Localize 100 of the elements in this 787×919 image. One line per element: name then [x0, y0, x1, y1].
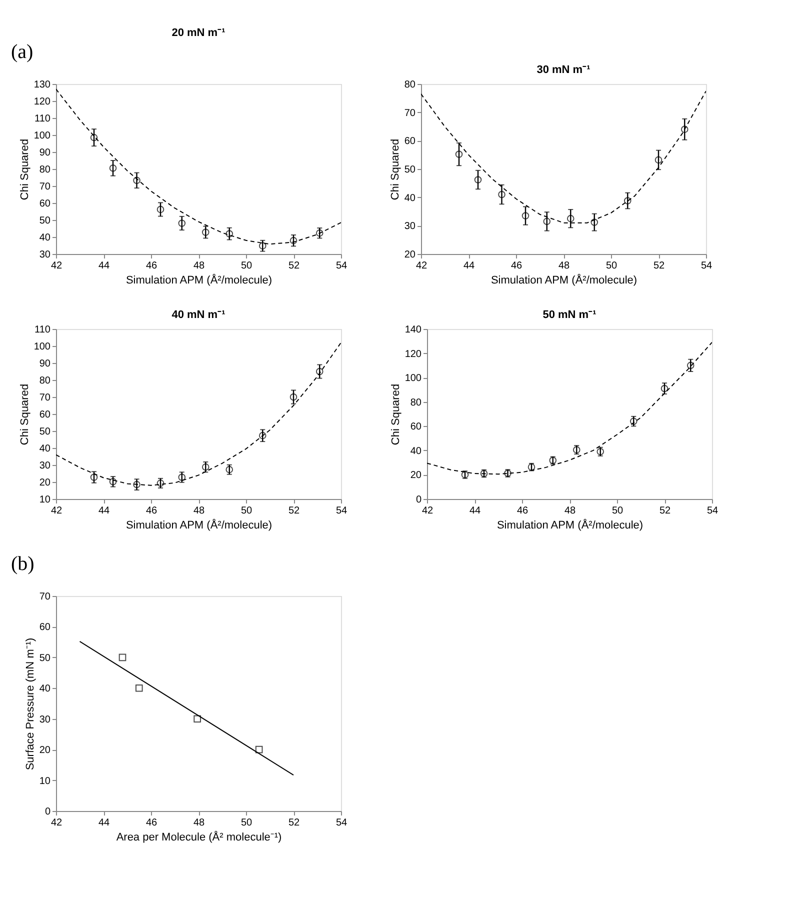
point	[660, 384, 668, 392]
chart-title: 20 mN m⁻¹	[172, 27, 226, 39]
x-tick-label: 48	[558, 260, 570, 272]
y-axis-title: Chi Squared	[18, 384, 31, 446]
point	[316, 368, 324, 376]
point	[178, 220, 186, 227]
y-tick-label: 30	[404, 221, 416, 232]
point	[654, 156, 662, 164]
point	[156, 480, 164, 487]
y-tick-label: 120	[34, 96, 51, 108]
y-tick-label: 30	[39, 714, 51, 726]
y-tick-label: 30	[39, 460, 51, 472]
x-tick-label: 52	[288, 506, 300, 516]
point	[258, 432, 266, 440]
x-tick-label: 54	[336, 260, 348, 272]
y-tick-label: 50	[39, 216, 51, 226]
x-tick-label: 54	[336, 818, 348, 828]
y-tick-label: 100	[404, 373, 422, 384]
y-tick-label: 50	[39, 426, 51, 438]
y-tick-label: 120	[404, 348, 422, 360]
point	[178, 474, 186, 481]
y-tick-label: 90	[39, 148, 51, 158]
y-tick-label: 90	[39, 358, 51, 370]
y-tick-label: 130	[34, 80, 51, 90]
point	[258, 242, 266, 250]
x-tick-label: 44	[98, 506, 110, 516]
point	[630, 418, 638, 425]
x-tick-label: 48	[193, 506, 205, 516]
y-tick-label: 100	[34, 130, 51, 142]
point	[202, 463, 210, 471]
point	[680, 126, 688, 133]
point	[566, 214, 574, 222]
y-tick-label: 40	[404, 192, 416, 204]
point	[118, 654, 126, 662]
y-axis-title: Chi Squared	[390, 384, 402, 446]
y-tick-label: 60	[410, 422, 422, 433]
y-tick-label: 50	[404, 164, 416, 176]
x-axis-title: Simulation APM (Å²/molecule)	[490, 274, 638, 286]
x-tick-label: 48	[193, 818, 205, 828]
y-tick-label: 80	[410, 397, 422, 408]
y-tick-label: 0	[416, 494, 422, 506]
x-axis-title: Area per Molecule (Å² molecule⁻¹)	[116, 830, 282, 844]
y-tick-label: 70	[39, 592, 51, 602]
x-tick-label: 42	[422, 506, 434, 516]
y-tick-label: 110	[34, 324, 51, 336]
point	[133, 176, 140, 184]
y-axis-title: Chi Squared	[389, 138, 402, 200]
point	[194, 715, 201, 723]
x-tick-label: 54	[336, 506, 348, 516]
x-tick-label: 48	[193, 260, 205, 272]
x-tick-label: 42	[416, 260, 428, 272]
y-tick-label: 80	[39, 164, 51, 176]
y-axis-title: Surface Pressure (mN m⁻¹)	[24, 638, 36, 770]
y-tick-label: 80	[39, 376, 51, 386]
y-tick-label: 60	[404, 136, 416, 148]
y-tick-label: 20	[39, 478, 51, 488]
point	[109, 164, 117, 172]
y-tick-label: 40	[410, 446, 422, 457]
x-tick-label: 52	[659, 506, 671, 516]
text: (b)	[11, 553, 34, 575]
y-axis-title: Chi Squared	[18, 138, 31, 200]
x-tick-label: 50	[606, 260, 618, 272]
y-tick-label: 10	[39, 776, 51, 787]
x-tick-label: 46	[146, 818, 158, 828]
y-tick-label: 40	[39, 232, 51, 244]
y-tick-label: 10	[39, 494, 51, 506]
line-series	[427, 342, 712, 475]
chart-title: 50 mN m⁻¹	[542, 309, 597, 321]
y-tick-label: 70	[39, 182, 51, 192]
x-tick-label: 52	[653, 260, 665, 272]
point	[316, 229, 324, 237]
point	[226, 230, 234, 238]
x-tick-label: 44	[98, 260, 110, 272]
point	[90, 474, 98, 481]
point	[686, 362, 694, 370]
x-tick-label: 50	[612, 506, 624, 516]
y-tick-label: 0	[44, 806, 51, 818]
y-tick-label: 60	[39, 622, 51, 634]
y-tick-label: 20	[39, 745, 51, 756]
x-axis-title: Simulation APM (Å²/molecule)	[126, 274, 272, 286]
x-tick-label: 42	[50, 260, 62, 272]
point	[624, 197, 632, 204]
y-tick-label: 60	[39, 198, 51, 210]
y-tick-label: 30	[39, 250, 51, 260]
x-axis-title: Simulation APM (Å²/molecule)	[126, 518, 272, 532]
x-tick-label: 52	[288, 818, 300, 828]
point	[109, 478, 117, 486]
line-series	[56, 342, 341, 486]
x-tick-label: 46	[146, 506, 158, 516]
y-tick-label: 110	[34, 114, 51, 124]
y-tick-label: 50	[39, 652, 51, 664]
y-tick-label: 20	[410, 470, 422, 482]
point	[255, 746, 263, 754]
y-tick-label: 40	[39, 684, 51, 695]
point	[290, 393, 298, 401]
x-tick-label: 50	[240, 818, 252, 828]
point	[90, 134, 98, 142]
x-tick-label: 46	[146, 260, 158, 272]
point	[543, 218, 551, 226]
point	[133, 480, 140, 488]
